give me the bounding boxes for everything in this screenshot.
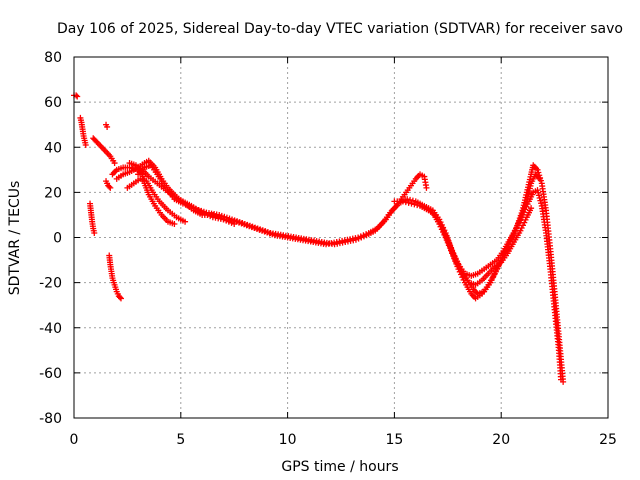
data-point xyxy=(187,204,194,211)
data-point xyxy=(74,93,81,100)
data-point xyxy=(508,235,515,242)
y-tick-label: 0 xyxy=(53,231,62,247)
data-point xyxy=(518,225,525,232)
x-tick-label: 15 xyxy=(385,432,403,448)
data-point xyxy=(514,221,521,228)
chart-title: Day 106 of 2025, Sidereal Day-to-day VTE… xyxy=(57,21,623,37)
data-point xyxy=(91,229,98,236)
data-point xyxy=(107,184,114,191)
data-point xyxy=(358,234,365,241)
data-point xyxy=(521,219,528,226)
data-point xyxy=(104,123,111,130)
data-point xyxy=(171,220,178,227)
data-point xyxy=(185,202,192,209)
y-axis-label: SDTVAR / TECUs xyxy=(7,181,23,296)
data-point xyxy=(513,224,520,231)
data-point xyxy=(106,183,113,190)
data-point xyxy=(352,236,359,243)
data-point xyxy=(536,175,543,182)
data-point xyxy=(519,222,526,229)
data-point xyxy=(182,201,189,208)
data-point xyxy=(404,196,411,203)
data-point xyxy=(408,200,415,207)
data-point xyxy=(507,238,514,245)
data-point xyxy=(399,198,406,205)
data-point xyxy=(516,219,523,226)
y-tick-label: -80 xyxy=(39,411,62,427)
data-point xyxy=(355,235,362,242)
data-point xyxy=(117,295,124,302)
y-tick-label: 60 xyxy=(44,95,62,111)
x-tick-label: 0 xyxy=(70,432,79,448)
y-tick-label: -60 xyxy=(39,366,62,382)
data-point xyxy=(511,229,518,236)
data-point xyxy=(414,202,421,209)
y-tick-label: 80 xyxy=(44,50,62,66)
data-point xyxy=(360,233,367,240)
data-point xyxy=(82,141,89,148)
x-tick-label: 5 xyxy=(176,432,185,448)
data-point xyxy=(534,166,541,173)
data-point xyxy=(560,378,567,385)
data-point xyxy=(409,197,416,204)
data-point xyxy=(517,227,524,234)
grid-lines xyxy=(74,57,608,418)
x-tick-label: 10 xyxy=(279,432,297,448)
data-points xyxy=(71,92,567,385)
data-point xyxy=(522,216,529,223)
data-point xyxy=(436,220,443,227)
x-tick-label: 20 xyxy=(492,432,510,448)
x-axis-label: GPS time / hours xyxy=(281,459,398,475)
data-point xyxy=(411,201,418,208)
x-tick-label: 25 xyxy=(599,432,617,448)
data-point xyxy=(407,196,414,203)
data-point xyxy=(512,227,519,234)
y-tick-label: 40 xyxy=(44,140,62,156)
data-point xyxy=(491,270,498,277)
y-tick-label: 20 xyxy=(44,185,62,201)
data-point xyxy=(509,232,516,239)
data-point xyxy=(179,200,186,207)
data-point xyxy=(402,199,409,206)
data-point xyxy=(423,184,430,191)
y-tick-label: -40 xyxy=(39,321,62,337)
data-point xyxy=(528,205,535,212)
axis-ticks: 0 5 10 15 20 25 -80 -60 -40 -20 0 20 40 60 80 xyxy=(39,50,617,448)
data-point xyxy=(116,294,123,301)
data-point xyxy=(437,223,444,230)
data-point xyxy=(182,218,189,225)
plot-frame xyxy=(73,56,609,419)
data-point xyxy=(405,199,412,206)
y-tick-label: -20 xyxy=(39,276,62,292)
data-point xyxy=(111,160,118,167)
